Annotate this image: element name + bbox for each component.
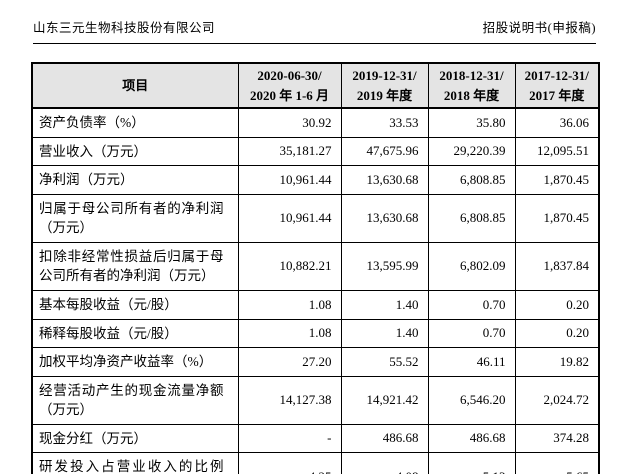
table-row: 稀释每股收益（元/股） 1.08 1.40 0.70 0.20 xyxy=(31,318,600,349)
cell-value: 5.13 xyxy=(427,452,516,474)
column-header-line2: 2017 年度 xyxy=(529,87,585,103)
document-header: 山东三元生物科技股份有限公司 招股说明书(申报稿) xyxy=(33,17,596,44)
cell-value: 12,095.51 xyxy=(514,136,600,167)
cell-value: 486.68 xyxy=(340,423,429,454)
column-header-line1: 项目 xyxy=(122,77,149,93)
cell-value: 35.80 xyxy=(427,107,516,138)
cell-value: 33.53 xyxy=(340,107,429,138)
column-header-line2: 2020 年 1-6 月 xyxy=(249,87,330,103)
column-header-line1: 2020-06-30/ xyxy=(257,68,322,83)
row-label: 净利润（万元） xyxy=(31,165,239,195)
row-label: 研发投入占营业收入的比例（%） xyxy=(31,452,239,474)
cell-value: 13,595.99 xyxy=(340,241,429,291)
financial-summary-table: 项目 2020-06-30/2020 年 1-6 月 2019-12-31/2019… xyxy=(31,62,600,474)
cell-value: 13,630.68 xyxy=(340,193,429,243)
cell-value: 1.40 xyxy=(340,318,429,349)
cell-value: 10,961.44 xyxy=(237,193,342,243)
table-row: 归属于母公司所有者的净利润（万元） 10,961.44 13,630.68 6,808… xyxy=(31,193,600,243)
cell-value: - xyxy=(237,423,342,454)
table-row: 现金分红（万元） -486.68 486.68 374.28 xyxy=(31,423,600,454)
cell-value: 6,808.85 xyxy=(427,165,516,195)
cell-value: 1.08 xyxy=(237,318,342,349)
cell-value: 0.20 xyxy=(514,318,600,349)
row-label: 营业收入（万元） xyxy=(31,136,239,167)
cell-value: 13,630.68 xyxy=(340,165,429,195)
column-header-2: 2019-12-31/2019 年度 xyxy=(340,62,429,109)
cell-value: 55.52 xyxy=(340,347,429,377)
column-header-1: 2020-06-30/2020 年 1-6 月 xyxy=(237,62,342,109)
cell-value: 19.82 xyxy=(514,347,600,377)
table-row: 研发投入占营业收入的比例（%）4.254.085.135.65 xyxy=(31,452,600,474)
column-header-line2: 2019 年度 xyxy=(356,87,413,103)
row-label: 现金分红（万元） xyxy=(31,423,239,454)
row-label: 加权平均净资产收益率（%） xyxy=(31,347,239,377)
company-name: 山东三元生物科技股份有限公司 xyxy=(33,21,216,35)
cell-value: 0.70 xyxy=(427,289,516,320)
cell-value: 0.70 xyxy=(427,318,516,349)
column-header-line1: 2018-12-31/ xyxy=(439,68,504,83)
table-row: 营业收入（万元） 35,181.27 47,675.96 29,220.39 12,09… xyxy=(31,136,600,167)
table-row: 加权平均净资产收益率（%） 27.20 55.52 46.11 19.82 xyxy=(31,347,600,377)
cell-value: 6,546.20 xyxy=(427,375,516,425)
cell-value: 14,127.38 xyxy=(237,375,342,425)
cell-value: 2,024.72 xyxy=(514,375,600,425)
table-row: 扣除非经常性损益后归属于母公司所有者的净利润（万元） 10,882.21 13,59… xyxy=(31,241,600,291)
cell-value: 5.65 xyxy=(514,452,600,474)
row-label: 基本每股收益（元/股） xyxy=(31,289,239,320)
cell-value: 10,882.21 xyxy=(237,241,342,291)
row-label: 扣除非经常性损益后归属于母公司所有者的净利润（万元） xyxy=(31,241,239,291)
cell-value: 29,220.39 xyxy=(427,136,516,167)
cell-value: 4.08 xyxy=(340,452,429,474)
row-label: 稀释每股收益（元/股） xyxy=(31,318,239,349)
column-header-3: 2018-12-31/2018 年度 xyxy=(427,62,516,109)
cell-value: 6,808.85 xyxy=(427,193,516,243)
table-head: 项目 2020-06-30/2020 年 1-6 月 2019-12-31/2019… xyxy=(31,62,600,109)
column-header-4: 2017-12-31/2017 年度 xyxy=(514,62,600,109)
table-row: 净利润（万元） 10,961.44 13,630.68 6,808.85 1,870.4… xyxy=(31,165,600,195)
column-header-line1: 2019-12-31/ xyxy=(352,68,417,83)
cell-value: 6,802.09 xyxy=(427,241,516,291)
cell-value: 4.25 xyxy=(237,452,342,474)
cell-value: 0.20 xyxy=(514,289,600,320)
doc-title: 招股说明书(申报稿) xyxy=(482,21,596,35)
cell-value: 1.40 xyxy=(340,289,429,320)
cell-value: 30.92 xyxy=(237,107,342,138)
row-label: 归属于母公司所有者的净利润（万元） xyxy=(31,193,239,243)
cell-value: 36.06 xyxy=(514,107,600,138)
cell-value: 47,675.96 xyxy=(340,136,429,167)
row-label: 经营活动产生的现金流量净额（万元） xyxy=(31,375,239,425)
cell-value: 486.68 xyxy=(427,423,516,454)
column-header-0: 项目 xyxy=(31,62,239,109)
cell-value: 1,870.45 xyxy=(514,193,600,243)
cell-value: 1,837.84 xyxy=(514,241,600,291)
cell-value: 1,870.45 xyxy=(514,165,600,195)
cell-value: 10,961.44 xyxy=(237,165,342,195)
table-row: 基本每股收益（元/股） 1.08 1.40 0.70 0.20 xyxy=(31,289,600,320)
table-body: 资产负债率（%） 30.92 33.53 35.80 36.06 营业收入（万元） 35,1… xyxy=(31,107,600,474)
cell-value: 35,181.27 xyxy=(237,136,342,167)
column-header-line2: 2018 年度 xyxy=(443,87,500,103)
table-row: 经营活动产生的现金流量净额（万元） 14,127.38 14,921.42 6,546… xyxy=(31,375,600,425)
cell-value: 46.11 xyxy=(427,347,516,377)
table-row: 资产负债率（%） 30.92 33.53 35.80 36.06 xyxy=(31,107,600,138)
cell-value: 374.28 xyxy=(514,423,600,454)
column-header-line1: 2017-12-31/ xyxy=(524,68,589,83)
table-header-row: 项目 2020-06-30/2020 年 1-6 月 2019-12-31/2019… xyxy=(31,62,600,109)
cell-value: 27.20 xyxy=(237,347,342,377)
row-label: 资产负债率（%） xyxy=(31,107,239,138)
cell-value: 14,921.42 xyxy=(340,375,429,425)
cell-value: 1.08 xyxy=(237,289,342,320)
